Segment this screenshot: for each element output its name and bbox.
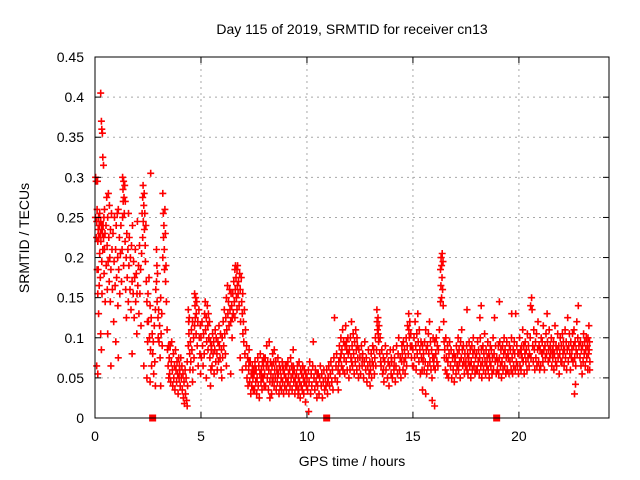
y-tick-label: 0.25 bbox=[57, 209, 84, 225]
y-tick-label: 0.1 bbox=[65, 330, 85, 346]
chart-title: Day 115 of 2019, SRMTID for receiver cn1… bbox=[216, 21, 488, 37]
y-tick-label: 0.3 bbox=[65, 169, 85, 185]
y-axis-label: SRMTID / TECUs bbox=[16, 183, 32, 293]
data-points-layer bbox=[91, 89, 594, 422]
y-tick-label: 0.4 bbox=[65, 89, 85, 105]
x-axis-label: GPS time / hours bbox=[299, 453, 406, 469]
x-tick-label: 20 bbox=[511, 428, 527, 444]
x-tick-label: 0 bbox=[91, 428, 99, 444]
axis-layer: 0 5 10 15 20 0 0.05 0.1 0.15 0.2 0.25 0.3 0.35 0.4 0.4… bbox=[57, 49, 610, 444]
y-tick-label: 0.45 bbox=[57, 49, 84, 65]
y-tick-label: 0.2 bbox=[65, 250, 85, 266]
x-tick-label: 10 bbox=[299, 428, 315, 444]
x-tick-label: 15 bbox=[405, 428, 421, 444]
scatter-points bbox=[91, 89, 594, 416]
y-tick-label: 0 bbox=[76, 410, 84, 426]
y-tick-label: 0.05 bbox=[57, 370, 84, 386]
x-tick-label: 5 bbox=[197, 428, 205, 444]
plot-border bbox=[94, 56, 610, 419]
y-tick-label: 0.15 bbox=[57, 290, 84, 306]
y-tick-label: 0.35 bbox=[57, 129, 84, 145]
